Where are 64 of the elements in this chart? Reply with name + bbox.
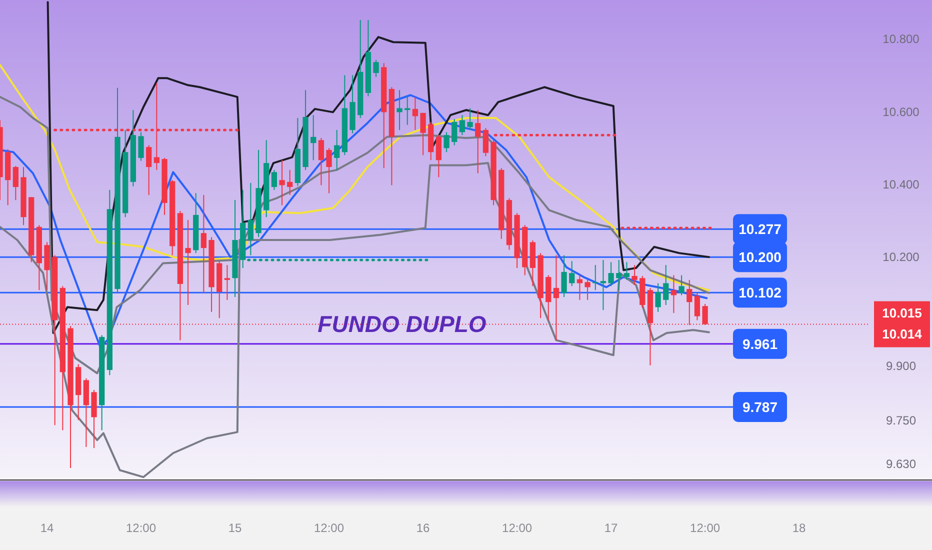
- annotation: FUNDO DUPLO: [318, 311, 486, 338]
- candlestick: [694, 292, 700, 321]
- candlestick: [444, 132, 450, 153]
- x-tick-label: 12:00: [126, 521, 156, 535]
- candlestick: [584, 279, 590, 300]
- candlestick: [396, 90, 402, 130]
- candlestick: [138, 132, 144, 162]
- x-tick-label: 12:00: [502, 521, 532, 535]
- candlestick: [373, 59, 379, 78]
- x-tick-label: 16: [416, 521, 430, 535]
- candlestick: [467, 108, 473, 130]
- ref-line-label: 10.015: [882, 306, 922, 321]
- y-tick-label: 9.900: [886, 358, 916, 373]
- candlestick: [600, 259, 606, 311]
- x-tick-label: 14: [40, 521, 54, 535]
- x-tick-label: 15: [228, 521, 242, 535]
- candlestick: [334, 129, 340, 170]
- y-tick-label: 10.200: [882, 250, 920, 264]
- candlestick: [475, 110, 481, 174]
- ref-line-label: 10.277: [738, 221, 782, 238]
- candlestick: [482, 128, 489, 157]
- candlestick: [624, 262, 630, 280]
- y-tick-label: 10.400: [882, 177, 920, 192]
- candlestick: [663, 264, 669, 306]
- ref-line-label: 10.200: [738, 249, 782, 266]
- candlestick: [310, 114, 316, 161]
- candlestick: [271, 169, 278, 190]
- x-tick-label: 18: [792, 521, 806, 535]
- candlestick: [459, 114, 466, 136]
- text: 10.014: [882, 326, 923, 342]
- candlestick: [561, 254, 567, 298]
- candlestick: [678, 274, 684, 296]
- candlestick: [146, 144, 152, 196]
- candlestick: [632, 264, 638, 286]
- y-tick-label: 9.630: [886, 457, 916, 472]
- candlestick: [224, 264, 230, 300]
- candlestick: [670, 274, 677, 314]
- candlestick: [655, 282, 661, 312]
- y-tick-label: 10.600: [882, 104, 920, 119]
- candlestick: [412, 96, 418, 130]
- candlestick: [12, 165, 18, 201]
- ref-line-label: 9.787: [742, 399, 778, 416]
- candlestick: [436, 134, 442, 178]
- candlestick: [616, 259, 622, 291]
- candlestick: [420, 112, 426, 156]
- candlestick: [279, 160, 285, 206]
- candlestick: [200, 194, 206, 294]
- candlestick: [608, 262, 614, 287]
- x-tick-label: 17: [604, 521, 618, 535]
- candlestick: [185, 220, 191, 306]
- y-tick-label: 9.750: [886, 413, 916, 428]
- ref-line-label: 9.961: [742, 336, 778, 352]
- x-tick-label: 12:00: [314, 521, 344, 535]
- candlestick: [326, 148, 332, 194]
- candlestick: [404, 94, 410, 126]
- x-tick-label: 12:00: [690, 521, 720, 535]
- candlestick: [318, 137, 324, 186]
- candlestick: [287, 169, 293, 196]
- y-tick-label: 10.800: [882, 32, 920, 46]
- candlestick: [452, 118, 458, 146]
- candlestick: [576, 274, 583, 300]
- candlestick: [569, 260, 575, 287]
- ref-line-label: 10.102: [738, 284, 782, 301]
- candlestick: [248, 182, 254, 256]
